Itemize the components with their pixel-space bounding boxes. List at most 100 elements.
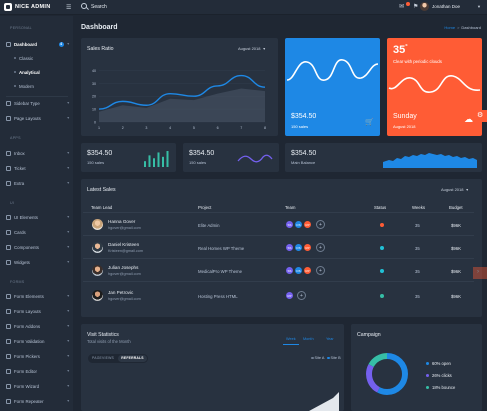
chevron-down-icon: ▼ xyxy=(66,151,70,155)
search-input[interactable] xyxy=(91,3,161,11)
team-avatar[interactable]: SS xyxy=(285,243,294,252)
sidebar-item-inbox[interactable]: Inbox ▼ xyxy=(6,149,70,157)
team-avatar[interactable]: DS xyxy=(294,220,303,229)
sidebar-item-form-repeater[interactable]: Form Repeater ▼ xyxy=(6,397,70,405)
tab-year[interactable]: Year xyxy=(326,337,334,341)
sidebar-item-extra[interactable]: Extra ▼ xyxy=(6,179,70,187)
sidebar-item-sidebar-type[interactable]: Sidebar Type ▼ xyxy=(6,99,70,107)
sidebar-sub-label: Analytical xyxy=(19,69,40,75)
row-budget: $96K xyxy=(451,269,462,274)
team-avatar[interactable]: DS xyxy=(294,243,303,252)
campaign-legend-item: 60% open xyxy=(426,357,455,369)
sales-blue-card: $354.50 150 sales 🛒 xyxy=(285,38,380,136)
weather-temp: 35° xyxy=(393,44,408,56)
legend-site-a: Site A xyxy=(311,356,324,360)
chevron-down-icon: ▼ xyxy=(66,181,70,185)
chevron-down-icon[interactable]: ▼ xyxy=(477,4,481,9)
form-icon xyxy=(6,293,11,299)
app-logo[interactable]: NICE ADMIN xyxy=(4,3,51,11)
chevron-down-icon: ▼ xyxy=(262,47,266,51)
sidebar-item-ui-elements[interactable]: UI Elements ▼ xyxy=(6,213,70,221)
sales-ratio-chart: 0 10 20 30 40 1 2 3 4 5 6 7 8 xyxy=(92,69,266,130)
chevron-down-icon: ▼ xyxy=(66,309,70,313)
extra-icon xyxy=(6,180,11,186)
legend-dot xyxy=(426,385,429,389)
add-member-button[interactable]: + xyxy=(316,220,325,229)
campaign-title: Campaign xyxy=(357,332,381,338)
row-weeks: 35 xyxy=(415,294,420,299)
sidebar-item-dashboard[interactable]: Dashboard 4 ▼ xyxy=(6,40,70,48)
dashboard-icon xyxy=(6,41,11,47)
mail-icon[interactable]: ✉ xyxy=(399,4,405,10)
settings-floating-button[interactable]: ⚙ xyxy=(473,110,487,122)
sidebar-sub-label: Modern xyxy=(19,83,34,89)
sidebar-item-form-addons[interactable]: Form Addons ▼ xyxy=(6,322,70,330)
mini-bar xyxy=(144,161,146,167)
tab-month[interactable]: Month xyxy=(303,337,314,341)
mini-stat-label: Main Balance xyxy=(291,160,316,165)
sidebar-sub-classic[interactable]: Classic xyxy=(14,54,33,62)
sidebar-item-form-validation[interactable]: Form Validation ▼ xyxy=(6,337,70,345)
row-project: MedicalPro WP Theme xyxy=(198,269,243,274)
pill-referrals[interactable]: REFERRALS xyxy=(118,355,147,362)
side-floating-button[interactable]: › xyxy=(473,267,487,279)
breadcrumb-current: Dashboard xyxy=(461,25,481,30)
form-icon xyxy=(6,368,11,374)
sidebar-sub-modern[interactable]: Modern xyxy=(14,82,34,90)
sidebar-item-widgets[interactable]: Widgets ▼ xyxy=(6,258,70,266)
bell-icon[interactable]: ⚑ xyxy=(413,4,419,10)
period-dropdown[interactable]: August 2018 ▼ xyxy=(238,46,266,51)
team-avatar[interactable]: SS xyxy=(285,266,294,275)
sidebar-item-page-layouts[interactable]: Page Layouts ▼ xyxy=(6,114,70,122)
weather-wave-chart xyxy=(388,75,481,93)
pill-pageviews[interactable]: PAGEVIEWS xyxy=(92,356,114,360)
tab-week[interactable]: Week xyxy=(283,337,299,345)
sidebar-item-form-wizard[interactable]: Form Wizard ▼ xyxy=(6,382,70,390)
sidebar-item-form-editor[interactable]: Form Editor ▼ xyxy=(6,367,70,375)
user-avatar[interactable] xyxy=(420,2,429,11)
row-project: Hosting Press HTML xyxy=(198,294,238,299)
sidebar-item-label: Form Pickers xyxy=(14,353,40,359)
table-divider xyxy=(83,258,474,259)
mini-stat-card-1: $354.50 150 sales xyxy=(81,143,176,172)
add-member-button[interactable]: + xyxy=(316,243,325,252)
chevron-down-icon: ▼ xyxy=(66,215,70,219)
team-avatar[interactable]: DS xyxy=(294,266,303,275)
sidebar-item-cards[interactable]: Cards ▼ xyxy=(6,228,70,236)
chevron-down-icon: ▼ xyxy=(66,339,70,343)
legend-dot xyxy=(426,373,429,377)
sidebar-item-label: Extra xyxy=(14,180,25,186)
bullet-icon xyxy=(14,85,16,87)
period-dropdown[interactable]: August 2018 ▼ xyxy=(441,187,469,192)
add-member-button[interactable]: + xyxy=(316,266,325,275)
sidebar-item-form-layouts[interactable]: Form Layouts ▼ xyxy=(6,307,70,315)
sidebar-sub-analytical[interactable]: Analytical xyxy=(14,68,40,76)
hamburger-icon[interactable]: ☰ xyxy=(66,5,72,11)
team-avatar[interactable]: RP xyxy=(303,243,312,252)
team-avatar[interactable]: SS xyxy=(285,220,294,229)
sidebar-item-form-elements[interactable]: Form Elements ▼ xyxy=(6,292,70,300)
x-tick-label: 6 xyxy=(217,126,219,130)
team-avatar[interactable]: RP xyxy=(303,266,312,275)
sidebar-item-form-pickers[interactable]: Form Pickers ▼ xyxy=(6,352,70,360)
breadcrumb-home[interactable]: Home xyxy=(444,25,456,30)
latest-sales-title: Latest Sales xyxy=(87,187,116,193)
cart-icon[interactable]: 🛒 xyxy=(365,119,374,126)
campaign-legend-item: 18% bounce xyxy=(426,381,455,393)
line-series-1 xyxy=(98,74,266,110)
sidebar-item-components[interactable]: Components ▼ xyxy=(6,243,70,251)
search-icon[interactable] xyxy=(81,3,87,9)
sidebar-section-apps: APPS xyxy=(10,136,21,140)
add-member-button[interactable]: + xyxy=(297,291,306,300)
status-dot xyxy=(380,294,384,298)
form-icon xyxy=(6,398,11,404)
user-name[interactable]: Jonathan Doe xyxy=(432,4,461,9)
sidebar-item-ticket[interactable]: Ticket ▼ xyxy=(6,164,70,172)
gear-icon: ⚙ xyxy=(477,112,484,119)
team-avatar[interactable]: RP xyxy=(285,291,294,300)
components-icon xyxy=(6,244,11,250)
team-avatar[interactable]: RP xyxy=(303,220,312,229)
sidebar-section-forms: FORMS xyxy=(10,280,25,284)
row-budget: $96K xyxy=(451,246,462,251)
mini-stat-label: 150 sales xyxy=(87,160,105,165)
